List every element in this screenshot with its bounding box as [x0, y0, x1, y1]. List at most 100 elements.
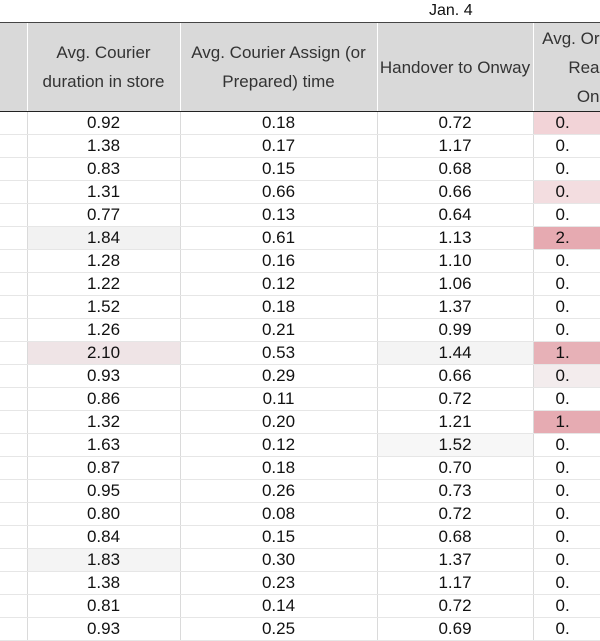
cell: [180, 0, 377, 23]
cell: 0.69: [377, 617, 534, 641]
data-row: 1.28 0.16 1.10 0.: [0, 249, 600, 273]
cell: 0.93: [27, 617, 181, 641]
cell: 1.10: [377, 249, 534, 273]
cell: 0.72: [377, 387, 534, 411]
data-row: 0.80 0.08 0.72 0.: [0, 502, 600, 526]
data-row: 1.38 0.17 1.17 0.: [0, 134, 600, 158]
cell: [0, 479, 28, 503]
cell: 0.: [533, 479, 600, 503]
cell: 2.: [533, 226, 600, 250]
cell: 1.38: [27, 571, 181, 595]
cell: 1.28: [27, 249, 181, 273]
cell: 0.12: [180, 272, 378, 296]
cell: 0.64: [377, 203, 534, 227]
cell: 0.66: [377, 180, 534, 204]
cell: 0.66: [180, 180, 378, 204]
data-row: 1.83 0.30 1.37 0.: [0, 548, 600, 572]
cell: 0.61: [180, 226, 378, 250]
data-row: 1.31 0.66 0.66 0.: [0, 180, 600, 204]
cell: [0, 594, 28, 618]
cell: 0.: [533, 272, 600, 296]
cell: 0.92: [27, 111, 181, 135]
header-cell: Avg. Courier Assign (or Prepared) time: [180, 22, 378, 112]
cell: 0.81: [27, 594, 181, 618]
header-line: Avg. Or: [542, 28, 600, 48]
cell: 0.: [533, 387, 600, 411]
cell: 0.: [533, 318, 600, 342]
cell: [0, 364, 28, 388]
cell: [0, 548, 28, 572]
cell: 0.15: [180, 525, 378, 549]
cell: 0.: [533, 364, 600, 388]
data-row: 0.93 0.29 0.66 0.: [0, 364, 600, 388]
data-row: 0.83 0.15 0.68 0.: [0, 157, 600, 181]
cell: 0.: [533, 180, 600, 204]
data-row: 0.95 0.26 0.73 0.: [0, 479, 600, 503]
cell: 0.: [533, 617, 600, 641]
cell: [0, 456, 28, 480]
cell: 0.26: [180, 479, 378, 503]
cell: 0.86: [27, 387, 181, 411]
data-row: 0.86 0.11 0.72 0.: [0, 387, 600, 411]
data-row: 0.92 0.18 0.72 0.: [0, 111, 600, 135]
data-row: 0.93 0.25 0.69 0.: [0, 617, 600, 641]
cell: 0.68: [377, 157, 534, 181]
cell: [0, 318, 28, 342]
cell: 0.73: [377, 479, 534, 503]
data-row: 0.77 0.13 0.64 0.: [0, 203, 600, 227]
cell: [0, 0, 27, 23]
cell: 0.: [533, 456, 600, 480]
cell: 0.11: [180, 387, 378, 411]
cell: [0, 226, 28, 250]
cell: 0.: [533, 594, 600, 618]
header-line: Rea: [568, 57, 600, 77]
cell: 0.20: [180, 410, 378, 434]
cell: 0.87: [27, 456, 181, 480]
cell: [0, 180, 28, 204]
cell: [0, 502, 28, 526]
cell: 0.18: [180, 295, 378, 319]
cell: 0.08: [180, 502, 378, 526]
cell: 0.29: [180, 364, 378, 388]
data-row: 2.10 0.53 1.44 1.: [0, 341, 600, 365]
cell: 1.22: [27, 272, 181, 296]
cell: 1.63: [27, 433, 181, 457]
data-row: 0.84 0.15 0.68 0.: [0, 525, 600, 549]
cell: 0.72: [377, 594, 534, 618]
cell: 0.18: [180, 456, 378, 480]
header-cell: Handover to Onway: [377, 22, 534, 112]
cell: 0.: [533, 525, 600, 549]
cell: 0.80: [27, 502, 181, 526]
cell: 1.: [533, 410, 600, 434]
cell: 0.72: [377, 502, 534, 526]
header-cell: Avg. Courier duration in store: [27, 22, 181, 112]
cell: 0.77: [27, 203, 181, 227]
header-cell: Avg. Or Rea On: [533, 22, 600, 112]
data-row: 1.32 0.20 1.21 1.: [0, 410, 600, 434]
cell: 0.84: [27, 525, 181, 549]
cell: 1.83: [27, 548, 181, 572]
cell: 0.83: [27, 157, 181, 181]
cell: [0, 341, 28, 365]
cell: 0.30: [180, 548, 378, 572]
cell: 1.44: [377, 341, 534, 365]
group-row: Jan. 4: [0, 0, 600, 23]
cell: [0, 295, 28, 319]
cell: 2.10: [27, 341, 181, 365]
cell: 1.38: [27, 134, 181, 158]
header-row: Avg. Courier duration in store Avg. Couri…: [0, 22, 600, 112]
cell: 0.: [533, 203, 600, 227]
header-cell: [0, 22, 28, 112]
cell: 0.14: [180, 594, 378, 618]
cell: 0.: [533, 502, 600, 526]
data-row: 1.84 0.61 1.13 2.: [0, 226, 600, 250]
cell: [0, 272, 28, 296]
cell: [0, 249, 28, 273]
cell: [27, 0, 180, 23]
cell: 0.12: [180, 433, 378, 457]
cell: 1.17: [377, 571, 534, 595]
data-row: 1.52 0.18 1.37 0.: [0, 295, 600, 319]
data-row: 1.22 0.12 1.06 0.: [0, 272, 600, 296]
cell: 0.68: [377, 525, 534, 549]
